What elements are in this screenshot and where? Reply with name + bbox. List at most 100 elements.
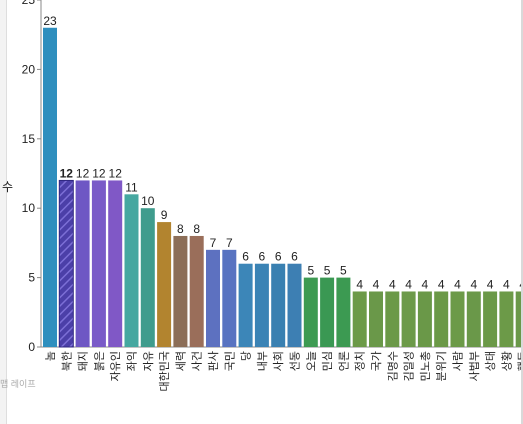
x-tick-label: 언론 <box>337 351 350 371</box>
x-tick-label: 민노총 <box>419 351 432 381</box>
x-tick-label: 김명수 <box>386 351 399 381</box>
bar[interactable] <box>499 291 514 347</box>
bar[interactable] <box>189 235 204 347</box>
data-label: 12 <box>60 166 74 180</box>
data-label: 6 <box>259 250 266 264</box>
x-tick-label: 사법부 <box>468 351 481 381</box>
bar[interactable] <box>483 291 498 347</box>
data-label: 6 <box>242 250 249 264</box>
data-label: 9 <box>161 208 168 222</box>
data-label: 8 <box>193 222 200 236</box>
bar[interactable] <box>124 194 139 347</box>
x-tick-label: 민심 <box>321 351 334 371</box>
x-tick-label: 사건 <box>191 351 204 371</box>
bar[interactable] <box>75 180 90 347</box>
bar[interactable] <box>434 291 449 347</box>
data-label: 4 <box>356 277 363 291</box>
bar[interactable] <box>157 222 172 347</box>
data-label: 4 <box>438 277 445 291</box>
bar[interactable] <box>385 291 400 347</box>
bar[interactable] <box>43 27 57 347</box>
data-label: 12 <box>109 166 123 180</box>
x-tick-label: 상황 <box>500 351 513 371</box>
data-label: 10 <box>141 194 155 208</box>
data-label: 8 <box>177 222 184 236</box>
left-panel-edge <box>0 0 7 424</box>
bar[interactable] <box>303 277 318 347</box>
data-label: 23 <box>43 14 57 28</box>
bar[interactable] <box>450 291 465 347</box>
data-label: 4 <box>503 277 510 291</box>
data-label: 11 <box>125 180 138 194</box>
x-tick-label: 세력 <box>174 351 187 371</box>
x-tick-label: 오늘 <box>305 351 318 371</box>
bar[interactable] <box>271 263 286 347</box>
data-label: 4 <box>405 277 412 291</box>
bar[interactable] <box>140 208 155 347</box>
x-tick-label: 붉은 <box>93 351 106 371</box>
data-label: 5 <box>340 264 347 278</box>
right-panel-edge <box>521 0 523 424</box>
data-label: 4 <box>454 277 461 291</box>
x-tick-label: 자유 <box>142 351 155 371</box>
x-tick-label: 선동 <box>289 351 302 371</box>
x-tick-label: 대한민국 <box>158 351 171 391</box>
x-tick-label: 판사 <box>207 351 220 371</box>
x-tick-label: 분위기 <box>435 351 448 381</box>
bar[interactable] <box>222 249 237 347</box>
y-axis-label: 수 <box>2 180 14 194</box>
bar[interactable] <box>401 291 416 347</box>
x-tick-label: 자유인 <box>109 351 122 381</box>
y-tick-label: 25 <box>22 0 36 7</box>
corner-label: 맵 레이프 <box>0 379 36 389</box>
x-tick-label: 정치 <box>354 351 367 371</box>
data-label: 4 <box>422 277 429 291</box>
x-tick-label: 김일성 <box>402 351 416 381</box>
bar[interactable] <box>466 291 481 347</box>
x-tick-label: 내부 <box>256 351 269 371</box>
x-tick-label: 좌익 <box>126 351 139 371</box>
data-label: 12 <box>76 166 90 180</box>
x-tick-label: 상태 <box>484 351 497 371</box>
data-label: 4 <box>470 277 477 291</box>
y-tick-label: 0 <box>28 340 35 354</box>
data-label: 4 <box>487 277 494 291</box>
data-label: 12 <box>92 166 106 180</box>
bar[interactable] <box>173 235 188 347</box>
y-tick-label: 20 <box>22 62 36 76</box>
bar[interactable] <box>369 291 383 347</box>
y-tick-label: 15 <box>22 132 36 146</box>
x-tick-label: 놈 <box>44 351 57 361</box>
bar[interactable] <box>417 291 432 347</box>
data-label: 4 <box>373 277 380 291</box>
bar[interactable] <box>91 180 106 347</box>
y-tick-label: 5 <box>28 271 35 285</box>
bar[interactable] <box>352 291 367 347</box>
bar[interactable] <box>58 179 74 348</box>
x-tick-label: 국가 <box>370 351 383 371</box>
bar[interactable] <box>206 249 220 347</box>
x-tick-label: 북한 <box>60 351 73 371</box>
y-tick-label: 10 <box>22 201 36 215</box>
bar[interactable] <box>515 291 523 347</box>
bar[interactable] <box>336 277 351 347</box>
x-tick-label: 사회 <box>272 351 285 371</box>
bar[interactable] <box>287 263 302 347</box>
bar[interactable] <box>238 263 253 347</box>
data-label: 6 <box>275 250 282 264</box>
data-label: 7 <box>226 236 233 250</box>
data-label: 5 <box>324 264 331 278</box>
x-tick-label: 돼지 <box>77 351 90 371</box>
bar[interactable] <box>320 277 335 347</box>
bar[interactable] <box>254 263 269 347</box>
x-tick-label: 국민 <box>223 351 236 371</box>
data-label: 7 <box>210 236 217 250</box>
bar[interactable] <box>108 180 123 347</box>
data-label: 4 <box>389 277 396 291</box>
data-label: 6 <box>291 250 298 264</box>
x-tick-label: 당 <box>240 351 253 361</box>
data-label: 5 <box>307 264 314 278</box>
x-tick-label: 사람 <box>452 351 465 371</box>
